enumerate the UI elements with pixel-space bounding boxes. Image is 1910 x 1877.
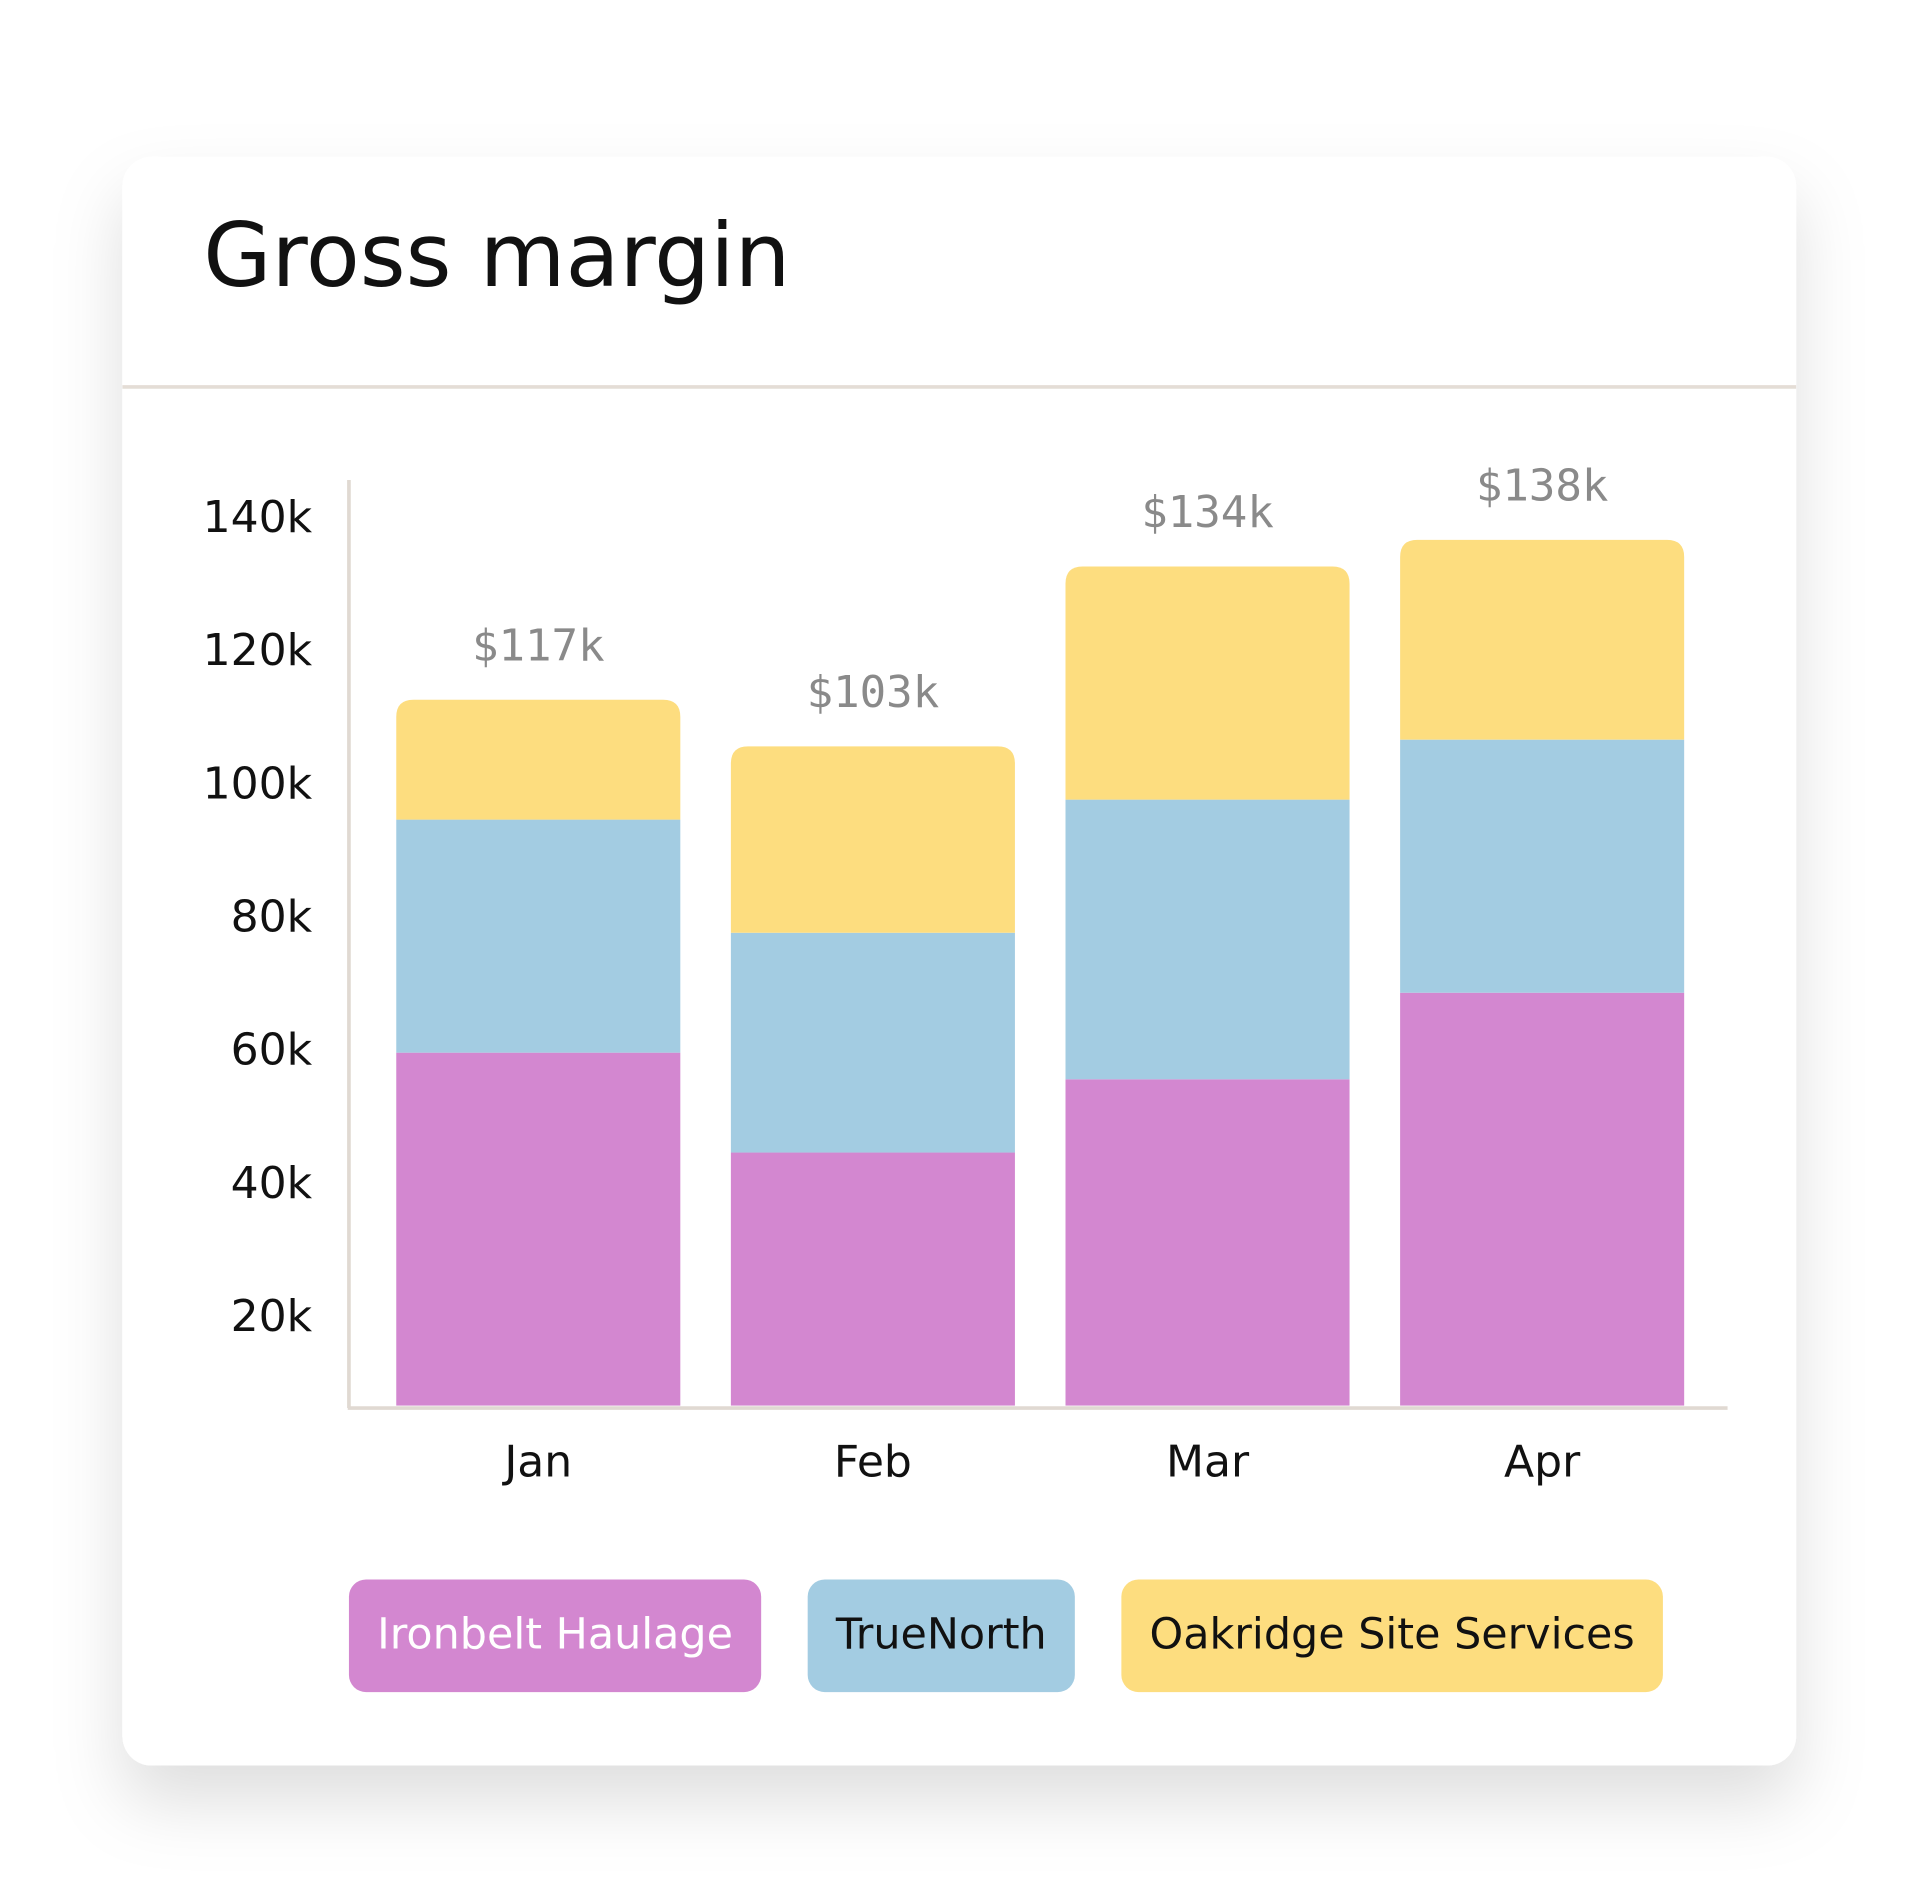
x-tick-label: Apr [1504,1436,1581,1487]
bar-segment [396,819,681,1053]
y-tick-label: 20k [231,1291,313,1342]
bar-segment [1400,739,1685,993]
total-label: $134k [1141,487,1274,538]
total-label: $138k [1476,460,1609,511]
y-tick-label: 100k [203,758,313,809]
legend-label: Ironbelt Haulage [377,1609,733,1659]
bar-segment [730,1152,1015,1406]
legend-item [348,1579,762,1693]
y-tick-label: 140k [203,492,313,543]
total-label: $103k [807,667,940,718]
bar-segment [1065,799,1350,1080]
x-tick-label: Jan [501,1436,572,1487]
bar-segment [1400,992,1685,1406]
y-tick-label: 80k [231,891,313,942]
y-tick-label: 120k [203,625,313,676]
total-label: $117k [472,620,605,671]
x-tick-label: Mar [1166,1436,1250,1487]
legend: Ironbelt Haulage TrueNorth Oakridge Site S… [348,1579,1663,1693]
legend-item [807,1579,1075,1693]
bar-segment [396,699,681,820]
bar-segment [1065,1079,1350,1406]
bar-segment [396,1052,681,1406]
chart-title: Gross margin [203,204,790,307]
bar-segment [1400,539,1685,740]
y-tick-label: 60k [231,1025,313,1076]
bar-segment [730,932,1015,1153]
legend-label: TrueNorth [835,1609,1047,1659]
bar-segment [730,746,1015,933]
legend-label: Oakridge Site Services [1150,1609,1635,1659]
x-tick-label: Feb [834,1436,912,1487]
bar-segment [1065,566,1350,800]
y-tick-label: 40k [231,1158,313,1209]
legend-item [1121,1579,1663,1693]
